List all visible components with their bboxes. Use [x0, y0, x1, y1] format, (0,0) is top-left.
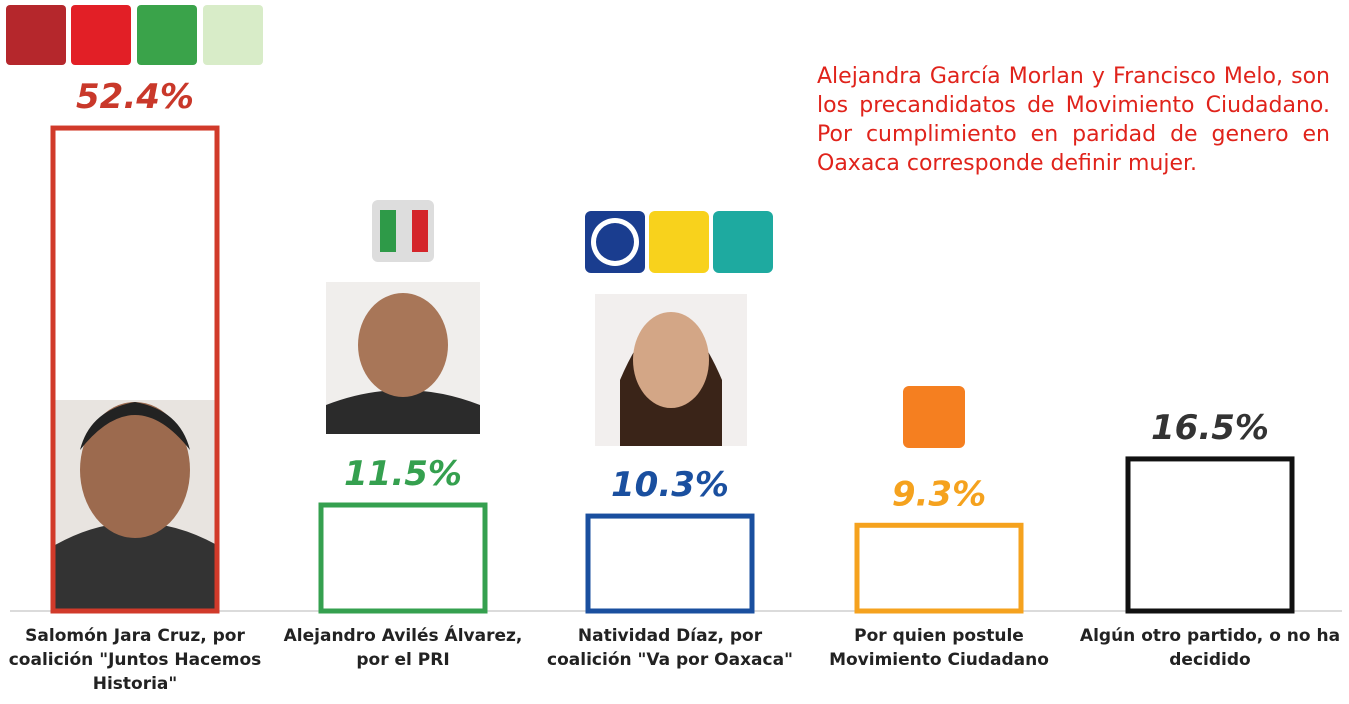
page: 52.4% 11.5% 10.3% 9.3% 16.5% Alejandra Garcí…: [0, 0, 1349, 704]
bar: [857, 525, 1021, 611]
bar: [588, 516, 752, 611]
value-label: 9.3%: [892, 474, 986, 514]
annotation: Alejandra García Morlan y Francisco Melo…: [817, 62, 1330, 178]
photos: [55, 282, 747, 610]
x-tick-label: Por quien postule Movimiento Ciudadano: [804, 624, 1074, 672]
x-tick-label: Natividad Díaz, por coalición "Va por Oa…: [535, 624, 805, 672]
x-tick-label: Alejandro Avilés Álvarez, por el PRI: [268, 624, 538, 672]
value-label: 10.3%: [611, 465, 729, 505]
value-label: 52.4%: [76, 77, 194, 117]
x-tick-label: Algún otro partido, o no ha decidido: [1075, 624, 1345, 672]
value-label: 11.5%: [344, 454, 462, 494]
x-tick-label: Salomón Jara Cruz, por coalición "Juntos…: [0, 624, 270, 696]
value-label: 16.5%: [1151, 408, 1269, 448]
bar: [1128, 459, 1292, 611]
bar: [321, 505, 485, 611]
